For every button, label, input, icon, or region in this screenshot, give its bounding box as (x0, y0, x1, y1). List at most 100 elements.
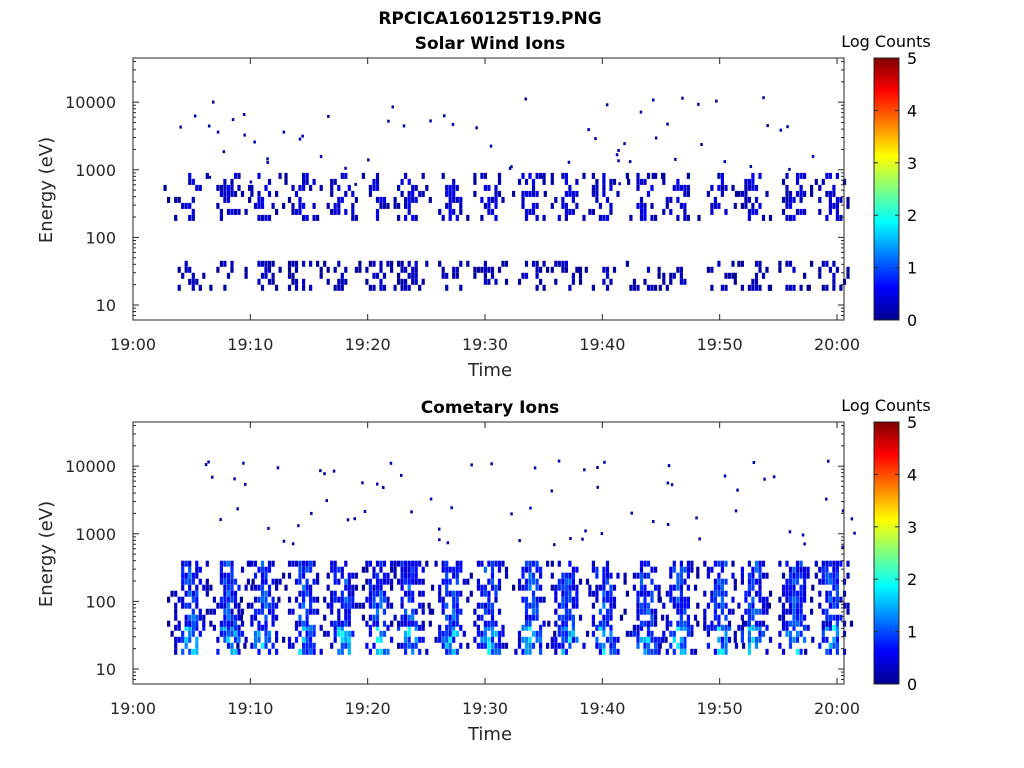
heatmap-cell (483, 172, 487, 179)
heatmap-cell (305, 620, 309, 627)
heatmap-cell (302, 178, 306, 185)
heatmap-cell (584, 266, 588, 273)
heatmap-cell (639, 584, 644, 591)
heatmap-cell (407, 590, 411, 597)
heatmap-cell (489, 144, 493, 148)
heatmap-cell (568, 642, 572, 649)
heatmap-cell (226, 642, 231, 649)
heatmap-cell (209, 620, 213, 627)
heatmap-cell (821, 178, 825, 185)
x-tick-label: 19:00 (110, 335, 156, 354)
heatmap-cell (841, 545, 844, 549)
heatmap-cell (676, 578, 680, 585)
heatmap-cell (779, 128, 782, 132)
heatmap-cell (188, 214, 192, 221)
heatmap-cell (676, 602, 680, 609)
heatmap-cell (333, 560, 337, 567)
heatmap-cell (835, 572, 839, 579)
heatmap-cell (267, 602, 272, 609)
heatmap-cell (195, 560, 199, 567)
heatmap-cell (333, 566, 337, 573)
heatmap-cell (438, 596, 442, 603)
heatmap-cell (226, 190, 231, 197)
heatmap-cell (223, 590, 227, 597)
heatmap-cell (246, 602, 250, 609)
heatmap-cell (553, 543, 556, 547)
heatmap-cell (654, 608, 658, 615)
heatmap-cell (700, 143, 703, 146)
heatmap-cell (550, 642, 554, 649)
heatmap-cell (494, 590, 498, 597)
heatmap-cell (428, 608, 432, 615)
heatmap-cell (528, 648, 532, 655)
heatmap-cell (455, 614, 459, 621)
heatmap-cell (571, 196, 575, 203)
heatmap-cell (609, 630, 613, 637)
heatmap-cell (605, 590, 610, 597)
heatmap-cell (421, 172, 425, 179)
heatmap-cell (351, 590, 355, 597)
heatmap-cell (490, 572, 495, 579)
heatmap-cell (605, 608, 610, 615)
heatmap-cell (810, 184, 814, 191)
heatmap-cell (662, 208, 666, 215)
heatmap-cell (795, 172, 800, 179)
heatmap-cell (643, 636, 647, 643)
panel-title: Solar Wind Ions (415, 34, 566, 54)
heatmap-cell (591, 208, 595, 215)
heatmap-cell (542, 178, 546, 185)
heatmap-cell (407, 202, 411, 209)
heatmap-cell (710, 620, 714, 627)
heatmap-cell (459, 624, 463, 631)
heatmap-cell (344, 584, 348, 591)
heatmap-cell (781, 208, 786, 215)
heatmap-cell (223, 184, 227, 191)
heatmap-cell (849, 620, 854, 627)
heatmap-cell (233, 636, 238, 643)
heatmap-cell (400, 560, 404, 567)
heatmap-cell (803, 190, 807, 197)
heatmap-cell (347, 614, 351, 621)
heatmap-cell (483, 608, 487, 615)
heatmap-cell (291, 260, 295, 267)
heatmap-cell (785, 578, 789, 585)
heatmap-cell (720, 190, 724, 197)
heatmap-cell (448, 590, 452, 597)
heatmap-cell (480, 590, 484, 597)
heatmap-cell (846, 266, 850, 273)
heatmap-cell (195, 278, 199, 285)
heatmap-cell (242, 113, 246, 116)
heatmap-cell (731, 184, 735, 191)
heatmap-cell (298, 196, 302, 203)
heatmap-cell (571, 596, 575, 603)
heatmap-cell (761, 560, 766, 567)
heatmap-cell (473, 272, 477, 279)
heatmap-cell (785, 260, 789, 267)
heatmap-cell (686, 572, 690, 579)
heatmap-cell (337, 596, 341, 603)
heatmap-cell (602, 602, 606, 609)
heatmap-cell (564, 578, 568, 585)
heatmap-cell (686, 630, 690, 637)
heatmap-cell (298, 614, 302, 621)
heatmap-cell (248, 184, 252, 191)
heatmap-cell (792, 266, 796, 273)
heatmap-cell (260, 590, 265, 597)
heatmap-cell (697, 214, 701, 221)
heatmap-cell (397, 214, 401, 221)
heatmap-cell (404, 560, 408, 567)
heatmap-cell (207, 124, 211, 128)
heatmap-cell (821, 608, 825, 615)
heatmap-cell (483, 590, 487, 597)
heatmap-cell (602, 190, 606, 197)
heatmap-cell (257, 566, 261, 573)
heatmap-cell (605, 620, 610, 627)
heatmap-cell (765, 602, 769, 609)
heatmap-cell (181, 272, 185, 279)
heatmap-cell (517, 278, 522, 285)
heatmap-cell (216, 636, 220, 643)
heatmap-cell (414, 624, 418, 631)
heatmap-cell (785, 190, 789, 197)
heatmap-cell (846, 196, 850, 203)
heatmap-cell (751, 596, 755, 603)
